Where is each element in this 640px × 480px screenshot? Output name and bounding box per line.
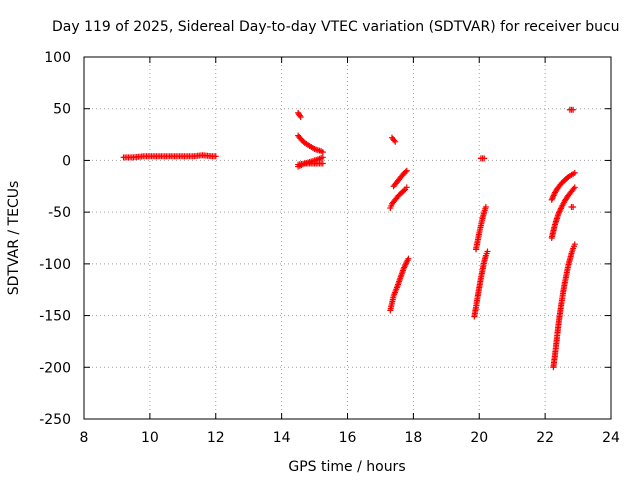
x-tick-label: 20 (470, 430, 488, 446)
x-tick-label: 24 (602, 430, 620, 446)
data-point-marker (405, 255, 412, 262)
data-segment (548, 184, 578, 241)
data-segment (388, 134, 399, 145)
y-tick-label: -200 (39, 360, 71, 376)
data-point-marker (297, 113, 304, 120)
data-point-marker (570, 185, 577, 192)
y-axis-label: SDTVAR / TECUs (6, 181, 22, 296)
x-tick-label: 10 (141, 430, 159, 446)
data-point-marker (571, 184, 578, 191)
data-point-marker (570, 106, 577, 113)
data-point-marker (319, 149, 326, 156)
y-tick-label: -250 (39, 412, 71, 428)
data-segment (471, 248, 491, 320)
data-point-marker (212, 153, 219, 160)
data-point-marker (319, 154, 326, 161)
x-axis-label: GPS time / hours (288, 459, 405, 475)
data-point-marker (403, 167, 410, 174)
x-tick-label: 14 (273, 430, 291, 446)
data-segment (295, 160, 326, 168)
data-point-marker (401, 187, 408, 194)
data-point-marker (402, 168, 409, 175)
data-point-marker (403, 184, 410, 191)
data-segment (295, 132, 326, 156)
y-tick-label: 50 (53, 102, 71, 118)
data-segment (120, 152, 219, 161)
data-point-marker (481, 155, 488, 162)
series-sdtvar (120, 106, 578, 371)
data-point-marker (571, 241, 578, 248)
data-point-marker (571, 169, 578, 176)
data-segment (550, 241, 578, 371)
data-segment (295, 109, 304, 120)
axis-ticks: 8 10 12 14 16 18 20 22 24 -250 -200 -150 -100 -50 0 50 1… (39, 50, 620, 446)
x-tick-label: 12 (207, 430, 225, 446)
data-point-marker (296, 112, 303, 119)
data-segment (390, 167, 410, 190)
chart-title: Day 119 of 2025, Sidereal Day-to-day VTE… (52, 19, 620, 35)
data-segment (568, 203, 577, 210)
data-segment (387, 255, 412, 314)
y-tick-label: -50 (48, 205, 71, 221)
data-point-marker (484, 248, 491, 255)
data-segment (477, 155, 488, 162)
data-segment (566, 106, 577, 113)
x-tick-label: 22 (536, 430, 554, 446)
y-tick-label: -150 (39, 309, 71, 325)
data-point-marker (391, 137, 398, 144)
x-tick-label: 16 (339, 430, 357, 446)
data-point-marker (570, 203, 577, 210)
y-tick-label: 100 (44, 50, 71, 66)
data-segment (548, 169, 578, 203)
y-tick-label: -100 (39, 257, 71, 273)
data-segment (472, 203, 489, 253)
y-tick-label: 0 (62, 153, 71, 169)
data-point-marker (319, 160, 326, 167)
data-segment (387, 184, 410, 212)
data-points (120, 106, 578, 371)
data-point-marker (392, 138, 399, 145)
x-tick-label: 8 (80, 430, 89, 446)
data-point-marker (482, 203, 489, 210)
x-tick-label: 18 (404, 430, 422, 446)
